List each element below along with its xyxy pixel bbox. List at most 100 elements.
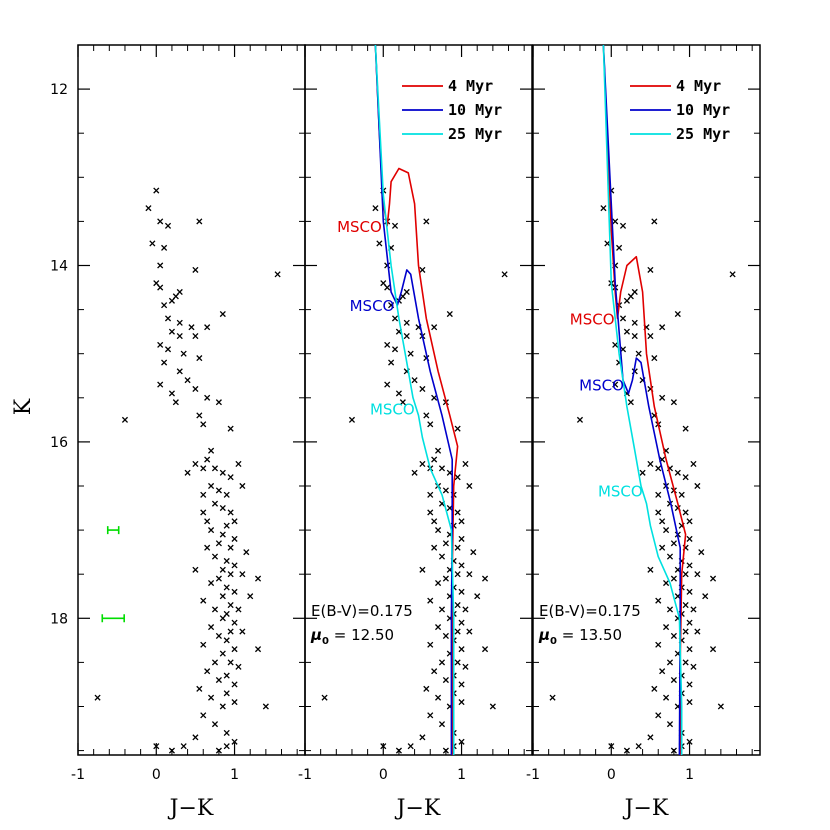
star-point [690,606,697,613]
star-point [384,381,391,388]
star-point [458,699,465,706]
star-point [407,350,414,357]
legend-label: 4 Myr [676,77,721,95]
star-point [604,240,611,247]
star-point [227,628,234,635]
star-point [423,412,430,419]
star-point [686,562,693,569]
star-point [380,743,387,750]
star-point [647,734,654,741]
isochrone-25-myr [602,45,683,755]
star-point [489,703,496,710]
star-point [321,694,328,701]
star-point [188,324,195,331]
star-point [612,381,619,388]
star-point [431,394,438,401]
star-point [145,205,152,212]
msco-label: MSCO [570,310,615,328]
star-point [215,487,222,494]
star-point [231,588,238,595]
isochrone-25-myr [374,45,455,755]
star-point [682,602,689,609]
star-point [458,646,465,653]
star-point [391,346,399,353]
star-point [670,676,677,684]
star-point [666,721,674,728]
star-point [223,522,230,529]
star-point [576,416,584,423]
x-axis-title: J−K [168,796,214,821]
star-point [168,328,175,335]
x-tick-label: 0 [379,767,388,783]
star-point [438,465,446,472]
star-point [235,663,242,670]
star-point [663,579,670,587]
star-point [454,659,461,666]
star-point [431,668,438,675]
star-point [686,588,693,595]
star-point [208,624,215,631]
star-point [729,271,736,278]
legend-label: 25 Myr [448,125,502,143]
y-tick-label: 18 [50,611,68,627]
star-point [204,544,211,551]
star-point [462,460,469,468]
star-point [153,743,160,750]
star-point [655,465,662,472]
star-point [200,421,207,428]
star-point [196,355,203,362]
star-point [262,703,269,710]
star-point [388,359,395,366]
star-point [208,447,215,454]
legend-label: 25 Myr [676,125,730,143]
star-point [674,469,681,476]
star-point [200,491,207,498]
star-point [631,319,638,326]
star-point [176,319,183,326]
star-point [690,460,697,468]
star-point [438,721,446,728]
x-tick-label: 1 [457,767,466,783]
star-point [470,549,477,556]
star-point [204,668,211,675]
star-point [419,460,426,468]
star-point [431,518,438,525]
error-bar [106,526,120,535]
star-point [670,632,677,639]
star-point [458,535,465,542]
star-point [231,738,238,745]
panel-content [321,45,508,755]
panel-fit-13.50: -1 0 1 J−K MSCO MSCO MSCO 4 Myr 10 Myr 25 Myr E(B-… [526,44,761,821]
star-point [454,425,461,432]
msco-label: MSCO [350,297,395,315]
msco-label: MSCO [337,218,382,236]
star-point [709,646,717,653]
star-point [474,593,481,600]
star-point [690,663,697,670]
star-point [204,518,211,525]
star-point [686,619,693,626]
x-tick-label: 0 [607,767,616,783]
star-point [215,676,222,684]
star-point [208,482,215,490]
star-point [501,271,508,278]
star-point [231,535,238,542]
legend-label: 10 Myr [448,101,502,119]
star-point [651,685,658,692]
star-point [204,394,211,401]
star-point [239,571,246,578]
star-point [442,540,449,547]
star-point [682,628,689,635]
star-point [211,606,219,613]
panel-content [94,187,281,754]
star-point [682,659,689,666]
star-point [458,738,465,745]
star-point [466,482,473,490]
star-point [94,694,101,701]
star-point [219,566,226,573]
star-point [157,341,164,348]
star-point [176,368,183,375]
mu-subscript: 0 [550,636,557,647]
param-distance-modulus: μ0 = 12.50 [310,626,394,647]
star-point [674,310,681,318]
